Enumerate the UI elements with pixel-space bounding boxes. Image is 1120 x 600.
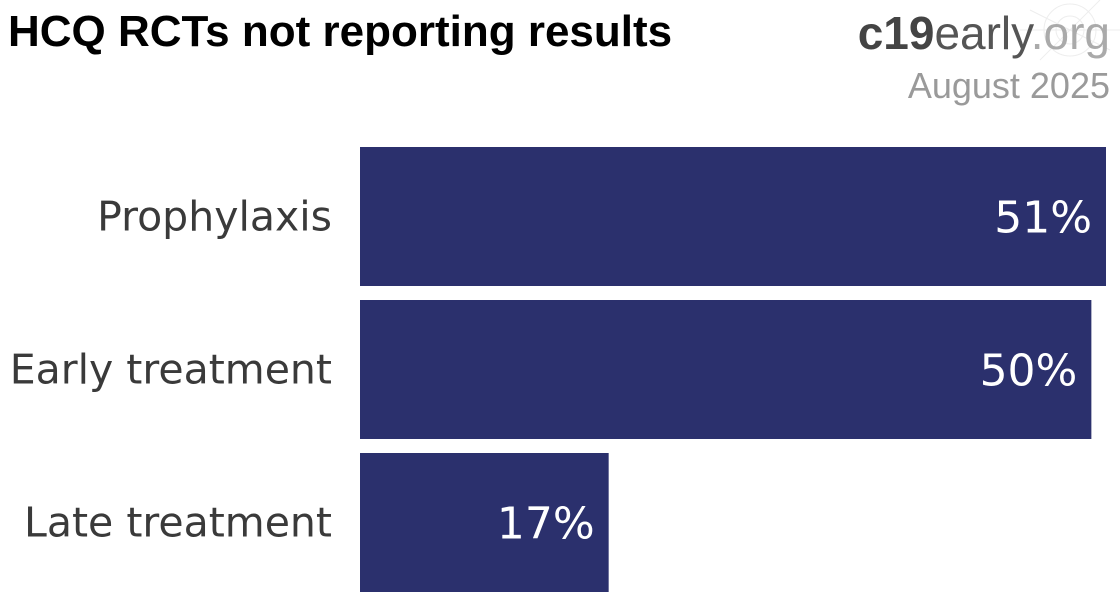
chart-title: HCQ RCTs not reporting results	[8, 7, 673, 56]
bar-late-treatment	[360, 453, 609, 592]
category-label-late-treatment: Late treatment	[24, 499, 332, 547]
bar-prophylaxis	[360, 147, 1106, 286]
category-label-prophylaxis: Prophylaxis	[97, 193, 332, 241]
brand-logo-c19: c19	[857, 7, 935, 59]
value-label-early-treatment: 50%	[980, 346, 1078, 397]
date-label: August 2025	[907, 65, 1110, 106]
value-label-prophylaxis: 51%	[994, 193, 1092, 244]
brand-logo: c19early.org	[858, 8, 1110, 59]
brand-logo-org: .org	[1030, 7, 1110, 59]
bar-early-treatment	[360, 300, 1092, 439]
corner-texture-decoration	[1020, 0, 1120, 61]
category-label-early-treatment: Early treatment	[10, 346, 332, 394]
value-label-late-treatment: 17%	[497, 499, 595, 550]
brand-logo-early: early	[934, 7, 1031, 59]
